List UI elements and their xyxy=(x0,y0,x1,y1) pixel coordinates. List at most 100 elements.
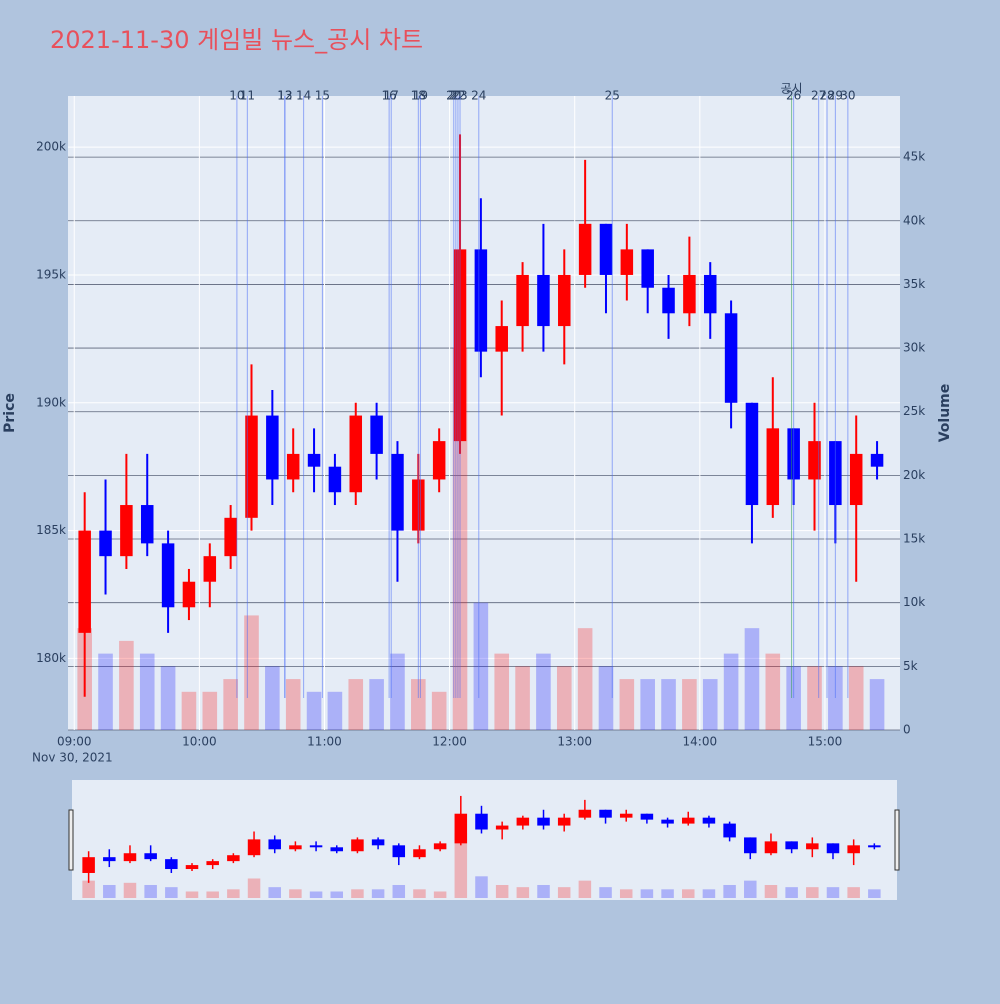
candle-body xyxy=(620,249,634,275)
slider-volume-bar xyxy=(661,889,674,898)
volume-bar xyxy=(556,666,572,730)
slider-volume-bar xyxy=(516,887,530,898)
slider-volume-bar xyxy=(723,884,736,898)
slider-candle-body xyxy=(619,813,633,818)
y2-tick-label: 15k xyxy=(903,532,925,546)
slider-candle-body xyxy=(806,843,819,850)
news-label: 16 xyxy=(381,89,396,103)
slider-volume-bar xyxy=(578,880,592,898)
y-tick-label: 200k xyxy=(36,140,66,154)
volume-bar xyxy=(431,691,447,730)
volume-bar xyxy=(807,666,822,730)
news-label: 12 xyxy=(277,89,292,103)
y2-tick-label: 10k xyxy=(903,595,925,609)
x-tick-label: 13:00 xyxy=(557,735,592,749)
volume-bar xyxy=(702,679,718,730)
candle-body xyxy=(161,543,175,608)
candle-body xyxy=(745,402,759,506)
slider-volume-bar xyxy=(309,891,323,898)
slider-candle-body xyxy=(144,853,157,860)
news-label: 19 xyxy=(413,89,428,103)
volume-bar xyxy=(869,679,885,730)
candle-body xyxy=(349,415,363,493)
y2-tick-label: 0 xyxy=(903,723,911,737)
volume-bar xyxy=(786,666,801,730)
y2-tick-label: 30k xyxy=(903,341,925,355)
candle-body xyxy=(766,428,780,506)
slider-candle-body xyxy=(599,809,612,818)
slider-volume-bar xyxy=(826,887,840,898)
slider-volume-bar xyxy=(413,889,426,898)
volume-bar xyxy=(223,679,238,730)
candle-body xyxy=(641,249,654,288)
slider-volume-bar xyxy=(371,889,385,898)
slider-candle-body xyxy=(351,839,364,852)
slider-volume-bar xyxy=(806,887,819,898)
news-label: 30 xyxy=(840,89,855,103)
slider-volume-bar xyxy=(351,889,364,898)
news-label: 29 xyxy=(828,89,843,103)
slider-candle-body xyxy=(413,849,426,858)
slider-volume-bar xyxy=(433,891,447,898)
x-date-label: Nov 30, 2021 xyxy=(32,751,113,765)
candle-body xyxy=(558,274,571,327)
slider-candle-body xyxy=(392,845,406,858)
volume-bar xyxy=(640,679,655,730)
slider-candle-body xyxy=(826,843,840,854)
candle-body xyxy=(808,441,821,480)
x-tick-label: 10:00 xyxy=(182,735,217,749)
news-label: 18 xyxy=(411,89,426,103)
slider-volume-bar xyxy=(785,887,798,898)
candle-body xyxy=(286,453,300,480)
slider-candle-body xyxy=(868,845,881,848)
candle-body xyxy=(99,530,112,557)
news-label: 22 xyxy=(450,89,465,103)
slider-volume-bar xyxy=(744,880,757,898)
volume-bar xyxy=(411,679,426,730)
candle-body xyxy=(578,223,592,275)
y-axis-title: Price xyxy=(2,393,18,433)
slider-candle-body xyxy=(123,853,137,862)
slider-candle-body xyxy=(723,823,736,838)
volume-bar xyxy=(285,679,301,730)
volume-bar xyxy=(619,679,635,730)
y-tick-label: 195k xyxy=(36,267,66,281)
y2-tick-label: 45k xyxy=(903,150,925,164)
volume-bar xyxy=(536,653,551,730)
news-label: 25 xyxy=(605,89,620,103)
volume-bar xyxy=(828,666,843,730)
candle-body xyxy=(245,415,258,518)
volume-bar xyxy=(598,666,614,730)
slider-volume-bar xyxy=(599,887,612,898)
slider-candle-body xyxy=(309,845,323,848)
slider-candle-body xyxy=(557,817,571,826)
range-slider[interactable] xyxy=(72,780,897,900)
volume-bar xyxy=(139,653,155,730)
slider-candle-body xyxy=(475,813,488,830)
slider-candle-body xyxy=(681,817,695,824)
slider-volume-bar xyxy=(82,880,95,898)
slider-volume-bar xyxy=(144,884,157,898)
news-label: 11 xyxy=(240,89,255,103)
y2-tick-label: 35k xyxy=(903,277,925,291)
volume-bar xyxy=(682,679,697,730)
candle-body xyxy=(203,556,217,582)
news-label: 26 xyxy=(786,89,801,103)
candle-body xyxy=(370,415,383,454)
slider-volume-bar xyxy=(123,882,137,898)
news-label: 15 xyxy=(315,89,330,103)
x-tick-label: 11:00 xyxy=(307,735,342,749)
slider-candle-body xyxy=(702,817,716,824)
candle-body xyxy=(599,223,613,275)
slider-handle-right[interactable] xyxy=(894,809,900,871)
candle-body xyxy=(78,530,91,633)
slider-handle-left[interactable] xyxy=(68,809,74,871)
x-tick-label: 14:00 xyxy=(683,735,718,749)
news-label: 13 xyxy=(277,89,292,103)
slider-candle-body xyxy=(454,813,468,844)
slider-candle-body xyxy=(537,817,550,826)
chart-title: 2021-11-30 게임빌 뉴스_공시 차트 xyxy=(50,26,423,54)
slider-candle-body xyxy=(495,825,509,830)
slider-candle-body xyxy=(289,845,302,850)
